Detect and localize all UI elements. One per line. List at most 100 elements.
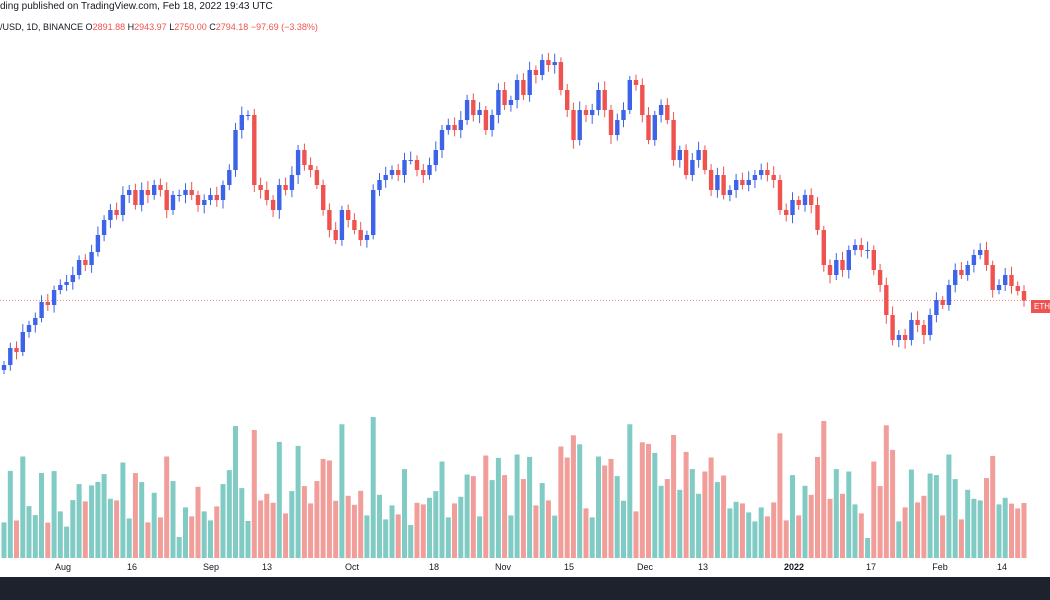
open-value: 2891.88: [92, 22, 126, 32]
candle-body: [383, 175, 388, 180]
volume-bar: [370, 417, 376, 558]
volume-bar: [395, 514, 401, 558]
candle-body: [195, 195, 201, 205]
volume-bar: [402, 469, 407, 558]
candle-body: [314, 170, 320, 185]
change-value: −97.69 (−3.38%): [250, 22, 318, 32]
candle-body: [752, 175, 758, 180]
candle-body: [708, 170, 714, 190]
candle-body: [971, 255, 977, 265]
volume-bar: [126, 518, 132, 558]
candle-body: [45, 302, 50, 305]
candle-body: [39, 302, 44, 318]
candle-body: [740, 180, 745, 185]
candle-body: [959, 270, 964, 275]
volume-bar: [283, 513, 289, 558]
candle-body: [809, 195, 814, 205]
volume-bar: [214, 506, 220, 558]
volume-bar: [614, 476, 620, 558]
bottom-bar: [0, 577, 1050, 600]
volume-bar: [758, 507, 764, 558]
volume-bar: [477, 516, 483, 558]
candle-body: [183, 190, 188, 195]
volume-bar: [589, 517, 595, 558]
volume-bar: [76, 484, 82, 558]
candle-body: [771, 175, 776, 180]
volume-bar: [333, 500, 339, 559]
candle-body: [8, 348, 13, 365]
volume-bar: [470, 476, 476, 558]
candle-body: [527, 70, 532, 95]
volume-bar: [45, 522, 51, 558]
volume-bar: [176, 537, 182, 558]
volume-bar: [877, 486, 883, 558]
volume-bar: [896, 521, 902, 558]
candle-body: [565, 90, 570, 110]
candle-body: [734, 180, 739, 190]
volume-bar: [520, 479, 526, 558]
volume-bar: [508, 515, 514, 558]
candle-body: [101, 220, 107, 235]
candle-body: [377, 180, 382, 190]
volume-bar: [833, 469, 839, 558]
volume-bar: [696, 493, 702, 559]
candle-body: [890, 315, 895, 340]
candle-body: [402, 160, 407, 175]
volume-bar: [389, 505, 395, 558]
candle-body: [76, 260, 82, 275]
candle-body: [64, 282, 69, 285]
candle-body: [859, 245, 864, 250]
candle-body: [921, 325, 927, 335]
candle-body: [777, 180, 783, 210]
candle-body: [464, 100, 470, 120]
volume-bar: [915, 502, 921, 558]
volume-bar: [689, 469, 695, 558]
candle-body: [227, 170, 232, 185]
volume-bar: [1015, 508, 1021, 558]
candle-body: [946, 285, 952, 305]
volume-bar: [996, 504, 1002, 558]
volume-bar: [276, 441, 282, 558]
volume-bar: [132, 473, 138, 558]
candle-body: [558, 62, 564, 90]
candle-body: [339, 210, 345, 240]
volume-bar: [1021, 503, 1027, 558]
volume-bar: [458, 496, 464, 559]
candle-body: [252, 115, 257, 185]
volume-bar: [677, 489, 683, 559]
volume-bar: [514, 454, 520, 558]
volume-bar: [570, 435, 576, 559]
x-tick-label: 18: [429, 562, 439, 572]
candle-body: [802, 195, 808, 205]
volume-bar: [420, 504, 426, 558]
candle-body: [502, 90, 507, 105]
candle-body: [1003, 275, 1008, 285]
volume-bar: [977, 500, 983, 558]
volume-bar: [727, 508, 733, 558]
candle-body: [665, 105, 670, 120]
candle-body: [33, 318, 38, 325]
candle-body: [652, 115, 657, 140]
volume-bar: [990, 455, 996, 558]
candle-body: [915, 320, 920, 325]
candle-body: [953, 270, 958, 285]
volume-bar: [971, 498, 977, 559]
x-tick-label: Feb: [932, 562, 948, 572]
volume-bar: [452, 503, 457, 558]
candle-body: [514, 80, 520, 100]
volume-bar: [82, 501, 88, 558]
volume-bar: [921, 495, 927, 559]
volume-bar: [777, 433, 783, 559]
volume-bar: [502, 475, 508, 558]
candle-body: [202, 200, 207, 205]
candle-body: [909, 320, 914, 340]
volume-bar: [139, 482, 145, 558]
candle-body: [615, 120, 620, 135]
volume-bar: [264, 493, 270, 559]
x-tick-label: Dec: [637, 562, 654, 572]
volume-bar: [308, 503, 314, 558]
candle-body: [633, 80, 639, 85]
candle-body: [258, 185, 263, 190]
volume-bar: [596, 456, 601, 558]
